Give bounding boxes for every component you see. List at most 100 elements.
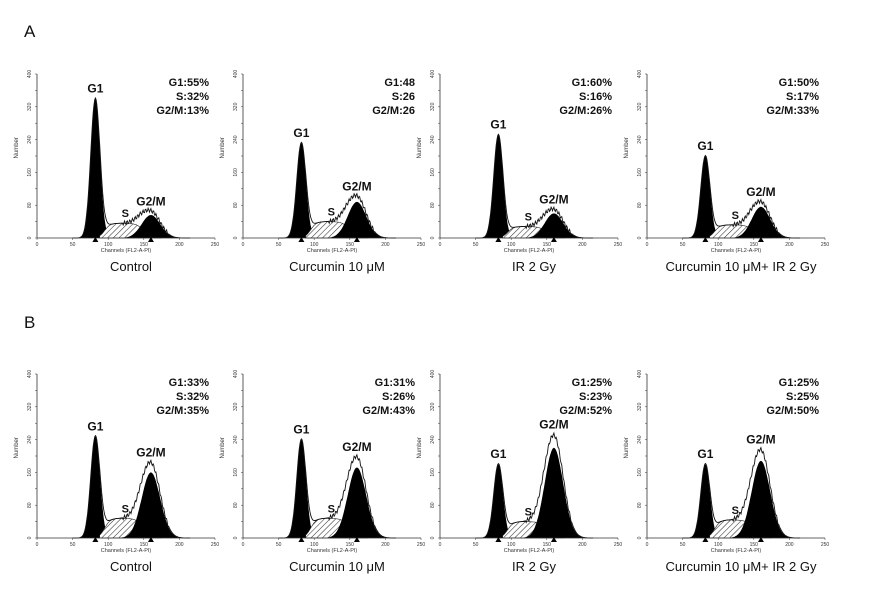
phase-stat: G1:48: [384, 77, 415, 89]
x-tick-label: 0: [242, 542, 245, 548]
section-label-b: B: [24, 313, 35, 332]
x-tick-label: 0: [439, 542, 442, 548]
y-tick-label: 320: [637, 102, 643, 111]
y-tick-label: 240: [637, 435, 643, 444]
y-tick-label: 0: [430, 536, 436, 539]
x-axis-label: Channels (FL2-A-PI): [504, 548, 555, 554]
y-tick-label: 240: [27, 135, 33, 144]
s-phase-label: S: [122, 208, 129, 220]
y-tick-label: 80: [233, 202, 239, 208]
panel-caption: IR 2 Gy: [512, 259, 557, 274]
panel-caption: Curcumin 10 μM+ IR 2 Gy: [666, 559, 817, 574]
x-axis-label: Channels (FL2-A-PI): [711, 248, 762, 254]
x-tick-label: 100: [507, 542, 516, 548]
phase-stat: G1:60%: [572, 77, 613, 89]
phase-stat: S:32%: [176, 91, 209, 103]
x-tick-label: 0: [439, 242, 442, 248]
x-tick-label: 100: [310, 242, 319, 248]
s-phase-label: S: [122, 503, 129, 515]
y-tick-label: 240: [637, 135, 643, 144]
histogram-envelope: [475, 431, 594, 539]
gate-marker-icon: [550, 537, 557, 542]
y-tick-label: 240: [430, 135, 436, 144]
x-tick-label: 100: [507, 242, 516, 248]
g2m-peak-label: G2/M: [746, 185, 775, 199]
y-tick-label: 0: [637, 236, 643, 239]
y-tick-label: 160: [637, 468, 643, 477]
y-tick-label: 320: [27, 102, 33, 111]
histogram-envelope: [72, 96, 191, 239]
x-tick-label: 200: [381, 542, 390, 548]
y-axis-label: Number: [220, 437, 226, 458]
y-tick-label: 0: [430, 236, 436, 239]
x-tick-label: 100: [104, 242, 113, 248]
x-tick-label: 200: [578, 542, 587, 548]
x-tick-label: 200: [175, 542, 184, 548]
x-tick-label: 200: [785, 542, 794, 548]
y-tick-label: 400: [233, 370, 239, 379]
phase-stat: G2/M:26%: [559, 105, 612, 117]
x-tick-label: 50: [680, 242, 686, 248]
panel-caption: Control: [110, 559, 152, 574]
histogram-panel: 0 80 160 240 320 400 0 50 100 150 200 250 Number Chan…: [14, 70, 219, 274]
x-tick-label: 50: [70, 542, 76, 548]
g1-peak-label: G1: [293, 423, 309, 437]
gate-marker-icon: [702, 237, 709, 242]
g1-peak-fill: [686, 464, 726, 538]
x-tick-label: 0: [646, 242, 649, 248]
g1-peak-fill: [76, 436, 116, 538]
x-tick-label: 250: [614, 242, 623, 248]
x-tick-label: 0: [36, 242, 39, 248]
gate-marker-icon: [495, 237, 502, 242]
g1-peak-fill: [76, 98, 116, 238]
histogram-envelope: [278, 438, 397, 539]
y-tick-label: 320: [233, 402, 239, 411]
x-tick-label: 0: [646, 542, 649, 548]
y-tick-label: 320: [430, 402, 436, 411]
y-tick-label: 320: [637, 402, 643, 411]
gate-marker-icon: [353, 537, 360, 542]
y-tick-label: 160: [430, 468, 436, 477]
gate-marker-icon: [147, 537, 154, 542]
phase-stat: S:17%: [786, 91, 819, 103]
gate-marker-icon: [702, 537, 709, 542]
x-tick-label: 200: [578, 242, 587, 248]
gate-marker-icon: [298, 237, 305, 242]
gate-marker-icon: [353, 237, 360, 242]
x-tick-label: 150: [543, 542, 552, 548]
y-tick-label: 400: [27, 370, 33, 379]
s-phase-label: S: [732, 505, 739, 517]
x-tick-label: 100: [104, 542, 113, 548]
g2m-peak-label: G2/M: [746, 432, 775, 446]
g1-peak-label: G1: [87, 419, 103, 433]
g1-peak-fill: [479, 134, 519, 238]
histogram-panel: 0 80 160 240 320 400 0 50 100 150 200 250 Number Chan…: [624, 70, 829, 274]
x-tick-label: 150: [750, 242, 759, 248]
gate-marker-icon: [92, 537, 99, 542]
x-tick-label: 250: [417, 542, 426, 548]
g1-peak-fill: [686, 156, 726, 238]
x-tick-label: 100: [310, 542, 319, 548]
y-tick-label: 0: [233, 536, 239, 539]
y-tick-label: 160: [233, 168, 239, 177]
x-tick-label: 200: [381, 242, 390, 248]
gate-marker-icon: [147, 237, 154, 242]
y-tick-label: 400: [27, 70, 33, 79]
gate-marker-icon: [757, 537, 764, 542]
phase-stat: G1:31%: [375, 377, 416, 389]
x-tick-label: 200: [175, 242, 184, 248]
gate-marker-icon: [495, 537, 502, 542]
g2m-peak-fill: [731, 460, 793, 538]
x-tick-label: 250: [821, 542, 830, 548]
y-tick-label: 0: [233, 236, 239, 239]
y-tick-label: 80: [27, 502, 33, 508]
y-axis-label: Number: [417, 437, 423, 458]
histogram-envelope: [475, 133, 594, 239]
phase-stat: G1:55%: [169, 77, 210, 89]
histogram-panels: 0 80 160 240 320 400 0 50 100 150 200 250 Number Chan…: [14, 70, 829, 574]
x-tick-label: 100: [714, 242, 723, 248]
g2m-peak-fill: [121, 472, 183, 538]
y-tick-label: 400: [637, 370, 643, 379]
y-tick-label: 0: [27, 536, 33, 539]
histogram-panel: 0 80 160 240 320 400 0 50 100 150 200 250 Number Chan…: [417, 370, 622, 574]
